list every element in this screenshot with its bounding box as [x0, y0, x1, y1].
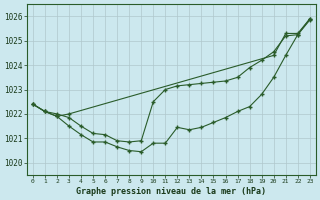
X-axis label: Graphe pression niveau de la mer (hPa): Graphe pression niveau de la mer (hPa) — [76, 187, 266, 196]
